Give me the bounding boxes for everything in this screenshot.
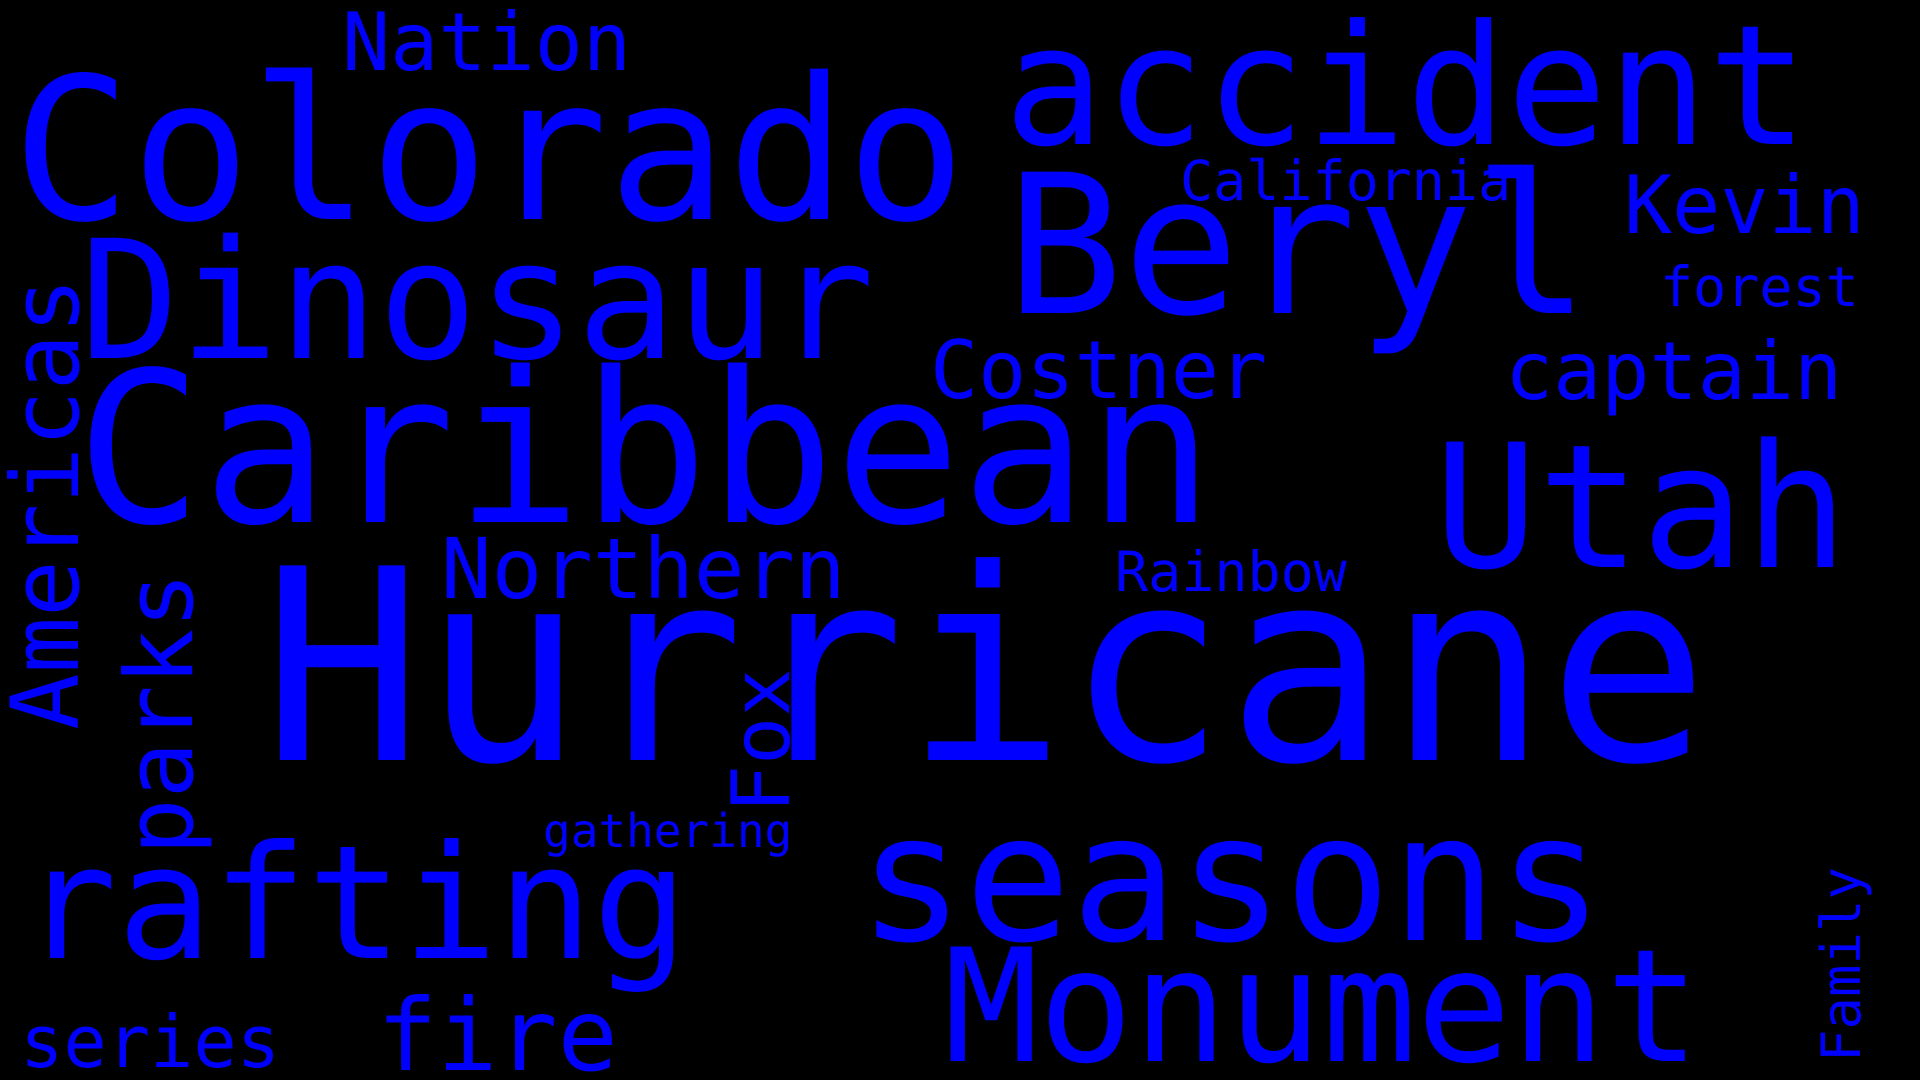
word-fire: fire: [377, 977, 618, 1080]
word-captain: captain: [1505, 325, 1843, 418]
word-rafting: rafting: [22, 812, 688, 996]
word-costner: Costner: [930, 324, 1268, 417]
word-caribbean: Caribbean: [76, 327, 1214, 572]
word-family: Family: [1810, 866, 1873, 1062]
word-nation: Nation: [342, 0, 631, 89]
word-hurricane: Hurricane: [262, 512, 1709, 823]
word-dinosaur: Dinosaur: [80, 205, 875, 397]
word-monument: Monument: [944, 916, 1701, 1080]
word-americas: Americas: [0, 277, 101, 730]
word-accident: accident: [1004, 0, 1809, 184]
word-kevin: Kevin: [1624, 159, 1865, 252]
word-utah: Utah: [1434, 407, 1849, 608]
word-rainbow: Rainbow: [1115, 540, 1347, 604]
word-gathering: gathering: [543, 804, 793, 858]
word-seasons: seasons: [858, 776, 1604, 982]
word-forest: forest: [1660, 255, 1859, 319]
word-series: series: [20, 1000, 281, 1080]
word-colorado: Colorado: [12, 35, 966, 266]
word-california: California: [1180, 149, 1512, 213]
word-parks: parks: [106, 572, 215, 855]
word-fox: Fox: [715, 668, 808, 814]
word-beryl: Beryl: [1006, 133, 1590, 359]
word-northern: Northern: [441, 520, 846, 618]
